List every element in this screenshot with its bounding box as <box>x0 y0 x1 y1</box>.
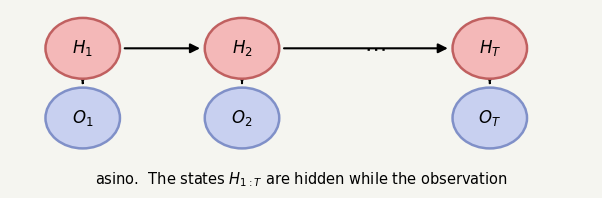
Text: asino.  The states $H_{1:T}$ are hidden while the observation: asino. The states $H_{1:T}$ are hidden w… <box>95 170 507 189</box>
Ellipse shape <box>46 88 120 148</box>
Text: $H_1$: $H_1$ <box>72 38 93 58</box>
Text: $O_T$: $O_T$ <box>479 108 501 128</box>
Text: $\cdots$: $\cdots$ <box>364 38 386 58</box>
Ellipse shape <box>453 18 527 79</box>
Text: $H_T$: $H_T$ <box>479 38 501 58</box>
Ellipse shape <box>205 88 279 148</box>
Ellipse shape <box>46 18 120 79</box>
Text: $H_2$: $H_2$ <box>232 38 252 58</box>
Ellipse shape <box>205 18 279 79</box>
Text: $O_1$: $O_1$ <box>72 108 93 128</box>
Text: $O_2$: $O_2$ <box>231 108 253 128</box>
Ellipse shape <box>453 88 527 148</box>
